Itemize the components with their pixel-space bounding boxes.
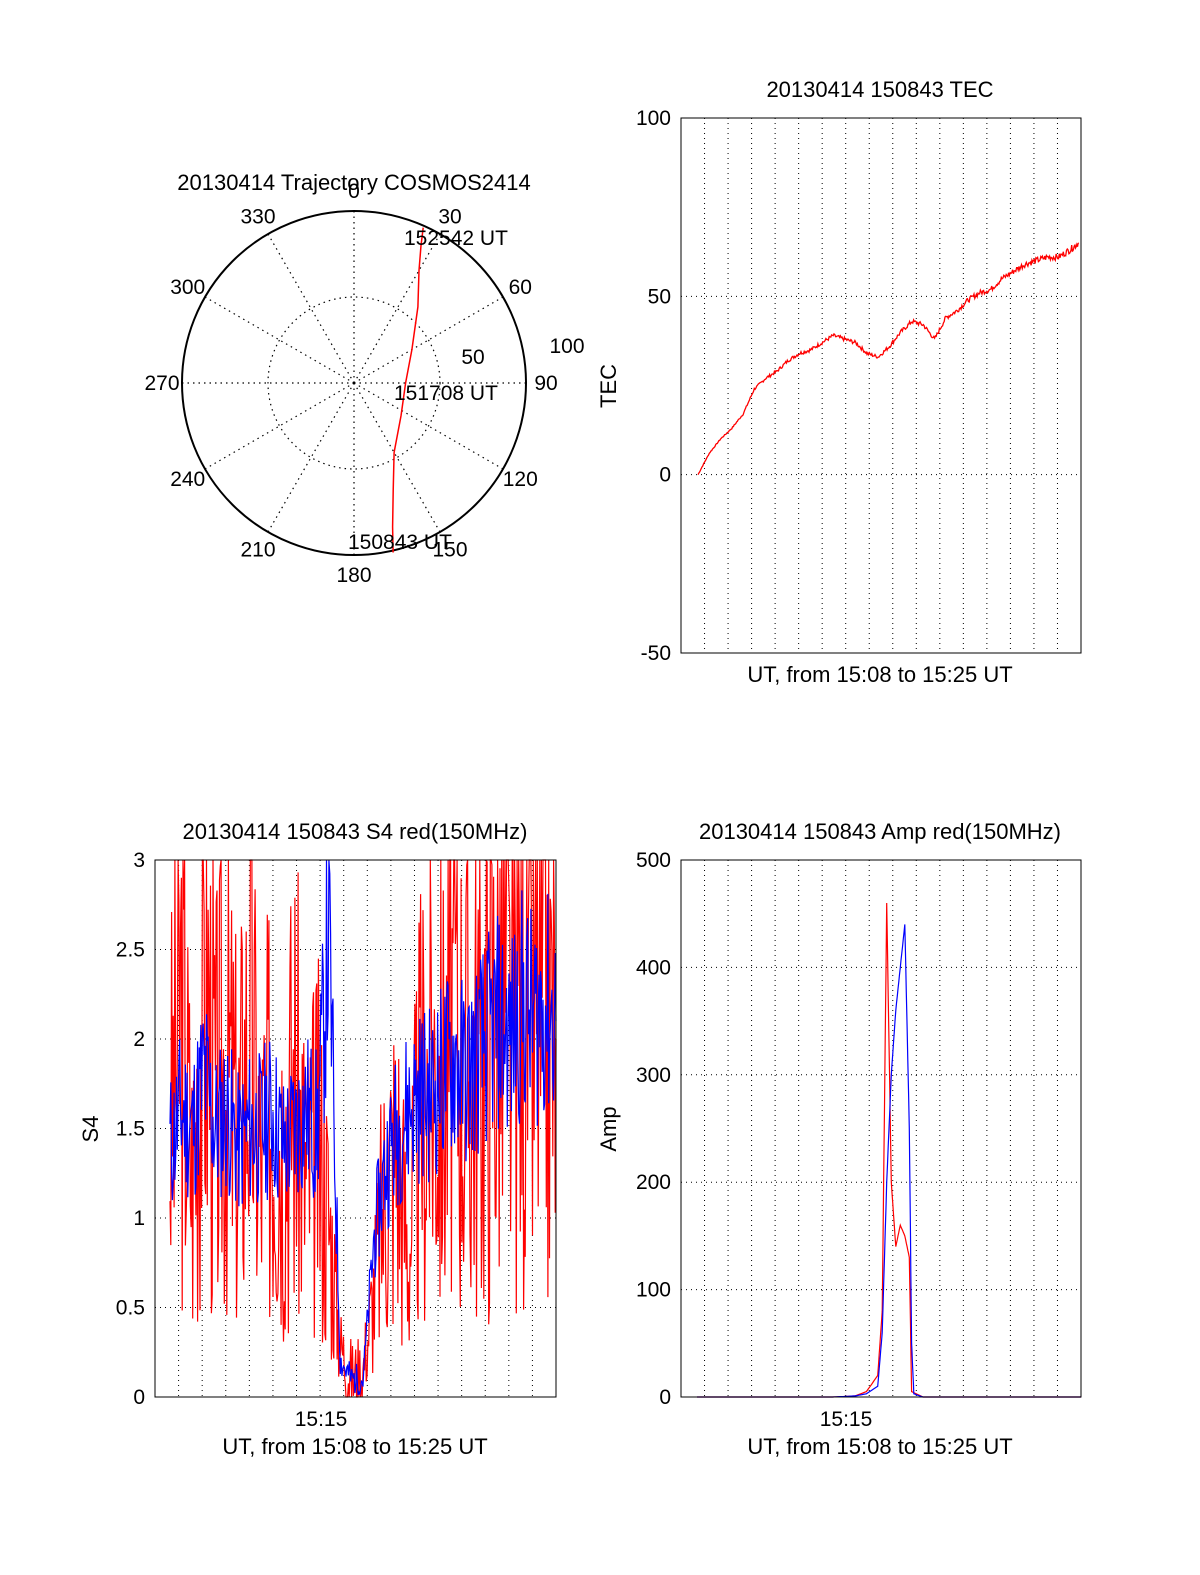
amp-xtick-1515: 15:15 xyxy=(820,1408,873,1431)
trajectory-panel: 20130414 Trajectory COSMOS2414 0 30 60 90 12… xyxy=(144,170,584,587)
tec-ylabel: TEC xyxy=(596,364,621,408)
amp-ytick: 500 xyxy=(636,849,671,872)
s4-panel: 20130414 150843 S4 red(150MHz) 3 2.5 2 1.5 1… xyxy=(78,819,557,1459)
polar-spoke-150 xyxy=(353,382,441,533)
azimuth-label-30: 30 xyxy=(438,206,461,229)
amp-red-series-line xyxy=(697,902,1081,1398)
amp-ytick: 400 xyxy=(636,956,671,979)
polar-spoke-30 xyxy=(353,233,441,384)
tec-ytick: 100 xyxy=(636,107,671,130)
azimuth-label-210: 210 xyxy=(240,538,275,561)
polar-grid xyxy=(182,211,526,555)
tec-grid xyxy=(681,118,1081,653)
azimuth-label-120: 120 xyxy=(503,468,538,491)
azimuth-label-90: 90 xyxy=(534,372,557,395)
tec-title: 20130414 150843 TEC xyxy=(766,77,993,102)
amp-frame xyxy=(680,859,1082,1398)
amp-tick-labels: 500 400 300 200 100 0 xyxy=(636,849,671,1409)
s4-ytick: 2 xyxy=(133,1028,145,1051)
s4-xlabel: UT, from 15:08 to 15:25 UT xyxy=(222,1434,487,1459)
amp-title: 20130414 150843 Amp red(150MHz) xyxy=(699,819,1061,844)
amp-ytick: 100 xyxy=(636,1279,671,1302)
tec-ytick: 50 xyxy=(648,285,671,308)
s4-blue-series-line xyxy=(169,859,557,1396)
s4-ytick: 1 xyxy=(133,1207,145,1230)
polar-azimuth-labels: 0 30 60 90 120 150 180 210 240 270 300 330 xyxy=(144,180,557,587)
amp-blue-series-line xyxy=(697,924,1081,1398)
annotation-start-time: 150843 UT xyxy=(348,531,452,554)
annotation-end-time: 152542 UT xyxy=(404,227,508,250)
ring-label-50: 50 xyxy=(461,346,484,369)
polar-spoke-120 xyxy=(353,382,504,470)
tec-series-line xyxy=(697,242,1080,475)
polar-spoke-60 xyxy=(353,296,504,384)
polar-inner-ring xyxy=(267,296,441,470)
s4-tick-labels: 3 2.5 2 1.5 1 0.5 0 xyxy=(116,849,145,1409)
tec-panel: 20130414 150843 TEC 100 50 0 -50 TEC UT, fr… xyxy=(596,77,1082,687)
ring-label-100: 100 xyxy=(549,335,584,358)
s4-frame xyxy=(154,859,557,1398)
s4-grid xyxy=(155,860,556,1397)
s4-ylabel: S4 xyxy=(78,1116,103,1143)
s4-ytick: 0 xyxy=(133,1386,145,1409)
polar-spoke-210 xyxy=(267,382,355,533)
s4-ytick: 1.5 xyxy=(116,1118,145,1141)
tec-xlabel: UT, from 15:08 to 15:25 UT xyxy=(747,662,1012,687)
polar-spoke-240 xyxy=(204,382,355,470)
s4-red-series-line xyxy=(169,859,557,1398)
amp-grid xyxy=(681,860,1081,1397)
s4-title: 20130414 150843 S4 red(150MHz) xyxy=(183,819,528,844)
tec-frame xyxy=(680,117,1082,654)
annotation-mid-time: 151708 UT xyxy=(394,382,498,405)
s4-ytick: 2.5 xyxy=(116,939,145,962)
polar-spoke-330 xyxy=(267,233,355,384)
tec-ytick: 0 xyxy=(659,464,671,487)
tec-tick-labels: 100 50 0 -50 xyxy=(636,107,671,665)
polar-spoke-300 xyxy=(204,296,355,384)
amp-xlabel: UT, from 15:08 to 15:25 UT xyxy=(747,1434,1012,1459)
azimuth-label-330: 330 xyxy=(240,206,275,229)
amp-ytick: 200 xyxy=(636,1171,671,1194)
azimuth-label-0: 0 xyxy=(348,180,360,203)
s4-ytick: 0.5 xyxy=(116,1297,145,1320)
tec-ytick: -50 xyxy=(641,642,671,665)
s4-ytick: 3 xyxy=(133,849,145,872)
azimuth-label-270: 270 xyxy=(144,372,179,395)
amp-ytick: 300 xyxy=(636,1064,671,1087)
azimuth-label-150: 150 xyxy=(432,538,467,561)
azimuth-label-180: 180 xyxy=(336,564,371,587)
azimuth-label-240: 240 xyxy=(170,468,205,491)
amp-ytick: 0 xyxy=(659,1386,671,1409)
azimuth-label-60: 60 xyxy=(509,276,532,299)
azimuth-label-300: 300 xyxy=(170,276,205,299)
amp-panel: 20130414 150843 Amp red(150MHz) 500 400 30… xyxy=(596,819,1082,1459)
s4-xtick-1515: 15:15 xyxy=(295,1408,348,1431)
trajectory-line xyxy=(391,227,424,553)
trajectory-title: 20130414 Trajectory COSMOS2414 xyxy=(177,170,530,195)
amp-ylabel: Amp xyxy=(596,1106,621,1151)
polar-outer-ring xyxy=(181,210,527,556)
